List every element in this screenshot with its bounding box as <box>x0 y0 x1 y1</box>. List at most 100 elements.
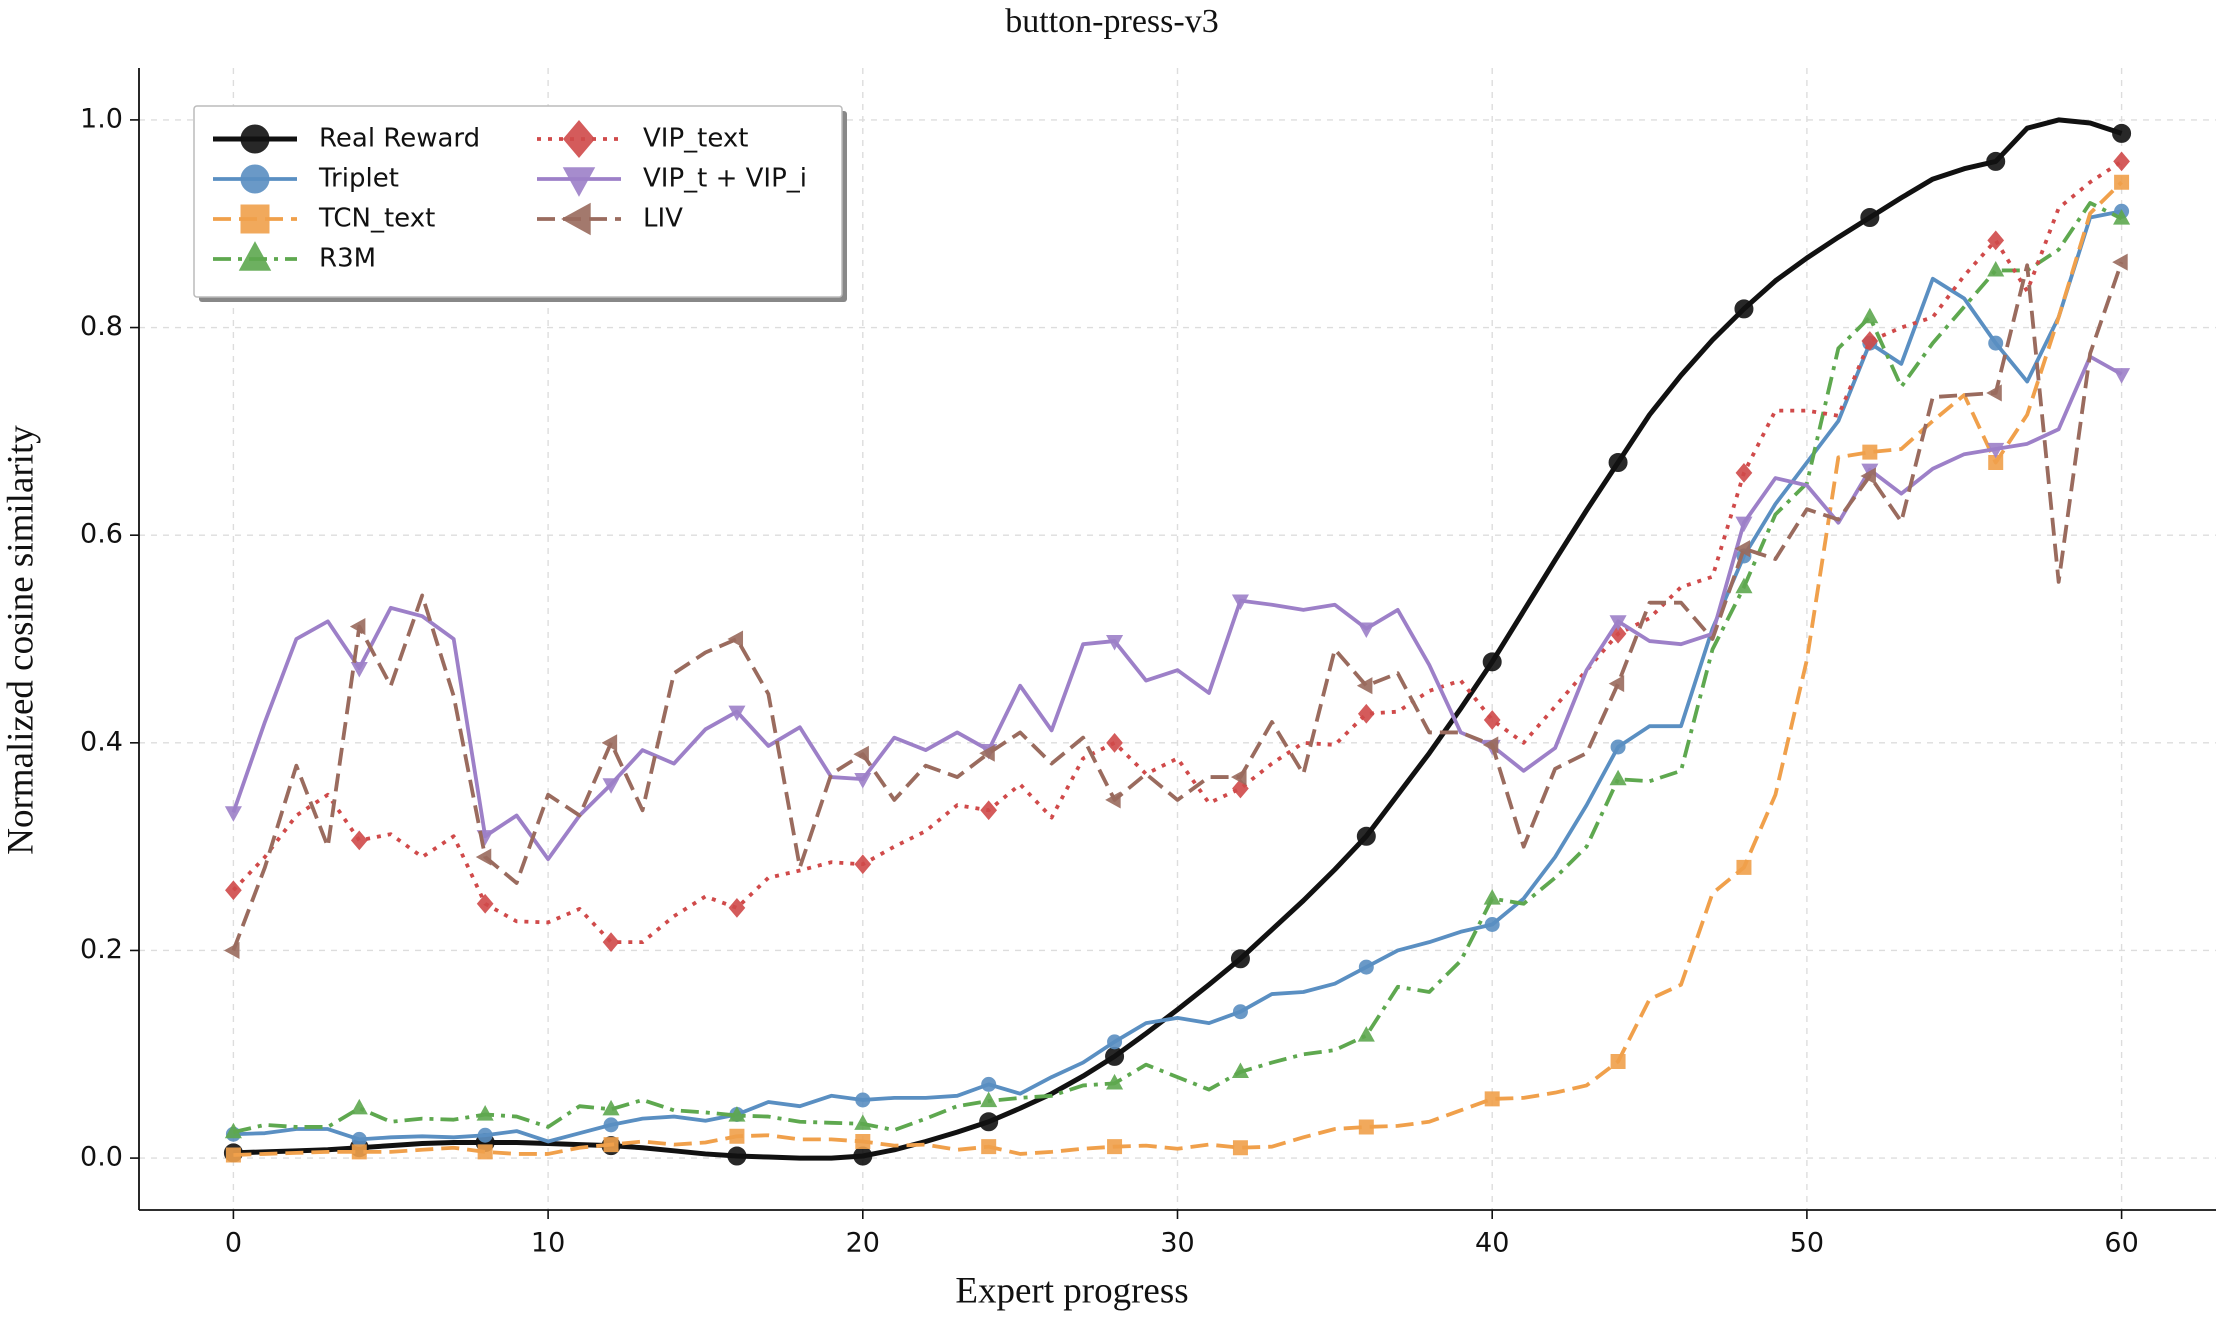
marker <box>351 1131 367 1147</box>
marker <box>224 806 242 822</box>
marker <box>854 773 872 789</box>
marker <box>1610 1054 1626 1070</box>
marker <box>1734 299 1754 319</box>
marker <box>1861 331 1879 351</box>
marker <box>1357 703 1375 724</box>
marker <box>238 241 272 271</box>
x-axis-label: Expert progress <box>955 1270 1188 1311</box>
marker <box>602 778 620 794</box>
marker <box>1107 1034 1123 1050</box>
marker <box>727 630 744 648</box>
marker <box>1357 622 1375 639</box>
marker <box>351 1144 367 1160</box>
marker <box>1988 335 2004 351</box>
marker <box>1860 207 1880 227</box>
plot-area <box>223 117 2132 1166</box>
marker <box>1735 577 1753 594</box>
marker <box>240 124 270 154</box>
y-tick-label: 0.6 <box>80 519 123 550</box>
legend-label: VIP_t + VIP_i <box>643 164 807 194</box>
marker <box>1860 467 1876 485</box>
marker <box>980 800 998 821</box>
marker <box>1356 677 1373 695</box>
marker <box>349 617 366 636</box>
marker <box>855 1133 871 1149</box>
marker <box>853 745 869 763</box>
marker <box>1483 889 1501 905</box>
legend: Real Reward Triplet TCN_text R3M VIP_text VIP… <box>193 105 847 302</box>
marker <box>1105 791 1121 809</box>
marker <box>1735 516 1753 533</box>
marker <box>855 1092 871 1108</box>
marker <box>728 898 746 918</box>
marker <box>1232 1004 1248 1020</box>
marker <box>1357 1026 1375 1042</box>
marker <box>602 932 620 953</box>
marker <box>2112 123 2132 143</box>
legend-label: R3M <box>319 244 376 274</box>
marker <box>1356 826 1376 846</box>
marker <box>1358 1119 1374 1135</box>
marker <box>729 1128 745 1144</box>
marker <box>476 1105 494 1121</box>
x-tick-label: 10 <box>531 1228 565 1259</box>
marker <box>1988 455 2004 471</box>
axes: 0.0 0.2 0.4 0.6 0.8 1.0 0 10 20 30 40 50 60 <box>80 68 2216 1259</box>
marker <box>1987 261 2005 277</box>
marker <box>1609 615 1627 631</box>
y-tick-label: 0.8 <box>80 311 123 342</box>
marker <box>1231 594 1249 611</box>
x-tick-label: 50 <box>1790 1228 1824 1259</box>
marker <box>1232 1140 1248 1156</box>
marker <box>981 1076 997 1092</box>
marker <box>562 167 596 197</box>
marker <box>350 1098 368 1115</box>
marker <box>1862 444 1878 460</box>
marker <box>1482 736 1499 754</box>
y-tick-label: 0.0 <box>80 1142 123 1173</box>
chart-title: button-press-v3 <box>1005 3 1218 40</box>
y-axis-label: Normalized cosine similarity <box>0 425 41 855</box>
marker <box>1106 1073 1124 1090</box>
marker <box>475 848 492 866</box>
marker <box>601 734 618 752</box>
marker <box>980 1091 998 1108</box>
marker <box>2113 209 2131 225</box>
marker <box>350 830 368 851</box>
marker <box>979 744 995 762</box>
marker <box>477 1127 493 1143</box>
y-tick-label: 0.4 <box>80 726 123 757</box>
y-tick-label: 1.0 <box>80 103 123 134</box>
marker <box>727 1146 747 1166</box>
marker <box>854 854 872 875</box>
y-tick-label: 0.2 <box>80 934 123 965</box>
x-tick-label: 40 <box>1475 1228 1509 1259</box>
marker <box>1483 710 1501 730</box>
legend-label: Real Reward <box>319 124 480 154</box>
marker <box>1106 732 1123 753</box>
marker <box>728 1106 746 1122</box>
marker <box>225 1147 241 1163</box>
marker <box>476 893 494 914</box>
marker <box>1986 151 2006 171</box>
marker <box>1735 463 1753 483</box>
marker <box>602 1099 620 1116</box>
series-line <box>232 201 2123 1134</box>
marker <box>1484 1091 1500 1107</box>
legend-label: Triplet <box>318 164 399 194</box>
x-tick-label: 20 <box>846 1228 880 1259</box>
x-tick-label: 60 <box>2104 1228 2138 1259</box>
marker <box>1608 453 1628 473</box>
marker <box>1608 675 1625 693</box>
marker <box>2114 174 2130 190</box>
marker <box>240 204 270 234</box>
x-tick-label: 30 <box>1160 1228 1194 1259</box>
marker <box>225 880 242 901</box>
series-line <box>233 180 2123 1157</box>
marker <box>1484 917 1500 932</box>
x-tick-label: 0 <box>225 1228 242 1259</box>
marker <box>979 1112 999 1132</box>
legend-label: VIP_text <box>643 124 748 154</box>
marker <box>1482 652 1502 672</box>
marker <box>1986 384 2002 402</box>
